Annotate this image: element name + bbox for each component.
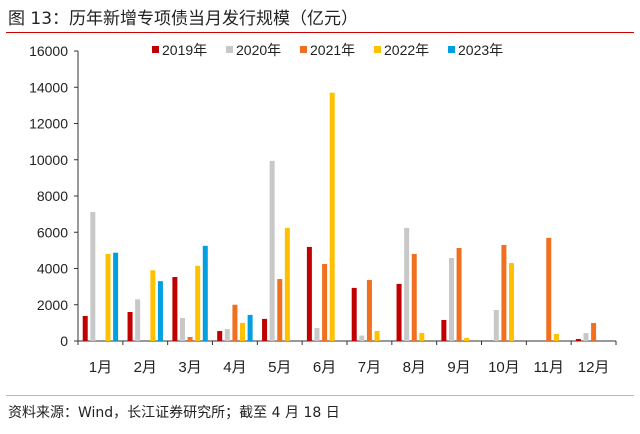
- legend-swatch-2020年: [226, 46, 233, 53]
- x-tick-label: 7月: [358, 359, 381, 376]
- legend-swatch-2022年: [374, 46, 381, 53]
- bar-2022年-2月: [150, 270, 156, 341]
- bar-2019年-7月: [351, 287, 357, 341]
- bar-2021年-8月: [411, 254, 417, 341]
- legend-swatch-2019年: [152, 46, 159, 53]
- bar-2019年-5月: [262, 318, 268, 341]
- x-tick-label: 3月: [178, 359, 201, 376]
- y-tick-label: 16000: [29, 43, 68, 59]
- x-tick-label: 9月: [447, 359, 470, 376]
- bar-2020年-6月: [314, 327, 320, 341]
- bar-2023年-4月: [247, 314, 253, 341]
- y-tick-label: 10000: [29, 152, 68, 168]
- bar-2020年-4月: [224, 329, 230, 341]
- bar-2019年-9月: [441, 319, 447, 341]
- x-tick-label: 6月: [313, 359, 336, 376]
- legend-label: 2021年: [310, 42, 355, 58]
- title-divider: [6, 32, 634, 33]
- bar-2021年-4月: [232, 304, 238, 341]
- legend-label: 2020年: [236, 42, 281, 58]
- bar-2020年-9月: [448, 257, 454, 341]
- bar-2019年-4月: [217, 331, 223, 341]
- y-tick-label: 12000: [29, 116, 68, 132]
- bar-2021年-6月: [322, 263, 328, 341]
- legend-swatch-2023年: [448, 46, 455, 53]
- source-note: 资料来源：Wind，长江证券研究所；截至 4 月 18 日: [8, 405, 340, 421]
- x-tick-label: 4月: [223, 359, 246, 376]
- bar-2023年-1月: [113, 252, 119, 341]
- bar-2023年-2月: [157, 281, 163, 341]
- bar-2019年-12月: [575, 339, 581, 341]
- bar-2021年-11月: [546, 237, 552, 341]
- bar-2023年-3月: [202, 245, 208, 341]
- bar-2022年-10月: [509, 263, 515, 341]
- y-tick-label: 8000: [37, 188, 68, 204]
- x-tick-label: 11月: [533, 359, 564, 376]
- bar-2022年-7月: [374, 331, 380, 341]
- bar-2020年-8月: [404, 227, 410, 341]
- bar-2022年-6月: [329, 92, 335, 341]
- bar-2020年-7月: [359, 335, 365, 341]
- bar-2021年-5月: [277, 279, 283, 341]
- bar-2021年-7月: [366, 279, 372, 341]
- bar-2022年-1月: [105, 254, 111, 341]
- chart-title: 图 13：历年新增专项债当月发行规模（亿元）: [8, 9, 359, 29]
- bar-2022年-4月: [240, 322, 246, 341]
- x-tick-label: 5月: [268, 359, 291, 376]
- footer-divider: [6, 395, 634, 396]
- y-tick-label: 4000: [37, 261, 68, 277]
- bar-2022年-3月: [195, 265, 201, 341]
- bar-2019年-1月: [82, 315, 88, 341]
- bar-2022年-5月: [284, 227, 290, 341]
- bar-2022年-9月: [464, 337, 470, 341]
- bar-2020年-2月: [135, 299, 141, 341]
- y-tick-label: 0: [60, 333, 68, 349]
- bar-2020年-12月: [583, 333, 589, 341]
- bar-2021年-12月: [591, 323, 597, 341]
- bar-2020年-1月: [90, 211, 96, 341]
- bar-2020年-3月: [179, 317, 185, 341]
- legend-label: 2022年: [384, 42, 429, 58]
- x-tick-label: 1月: [89, 359, 112, 376]
- bar-2022年-11月: [553, 333, 559, 341]
- legend-swatch-2021年: [300, 46, 307, 53]
- x-tick-label: 2月: [134, 359, 157, 376]
- legend-label: 2023年: [458, 42, 503, 58]
- y-tick-label: 2000: [37, 297, 68, 313]
- bar-2022年-8月: [419, 333, 425, 341]
- y-tick-label: 14000: [29, 79, 68, 95]
- bar-2021年-9月: [456, 248, 462, 341]
- bar-2021年-10月: [501, 244, 507, 341]
- x-tick-label: 8月: [403, 359, 426, 376]
- bar-2020年-5月: [269, 160, 275, 341]
- legend-label: 2019年: [162, 42, 207, 58]
- y-tick-label: 6000: [37, 224, 68, 240]
- bar-2019年-3月: [172, 277, 178, 341]
- bar-2019年-8月: [396, 283, 402, 341]
- bar-2021年-3月: [187, 337, 193, 341]
- bar-2019年-6月: [306, 246, 312, 341]
- x-tick-label: 12月: [578, 359, 610, 376]
- bar-2019年-2月: [127, 312, 133, 341]
- x-tick-label: 10月: [488, 359, 520, 376]
- bar-2020年-10月: [493, 310, 499, 341]
